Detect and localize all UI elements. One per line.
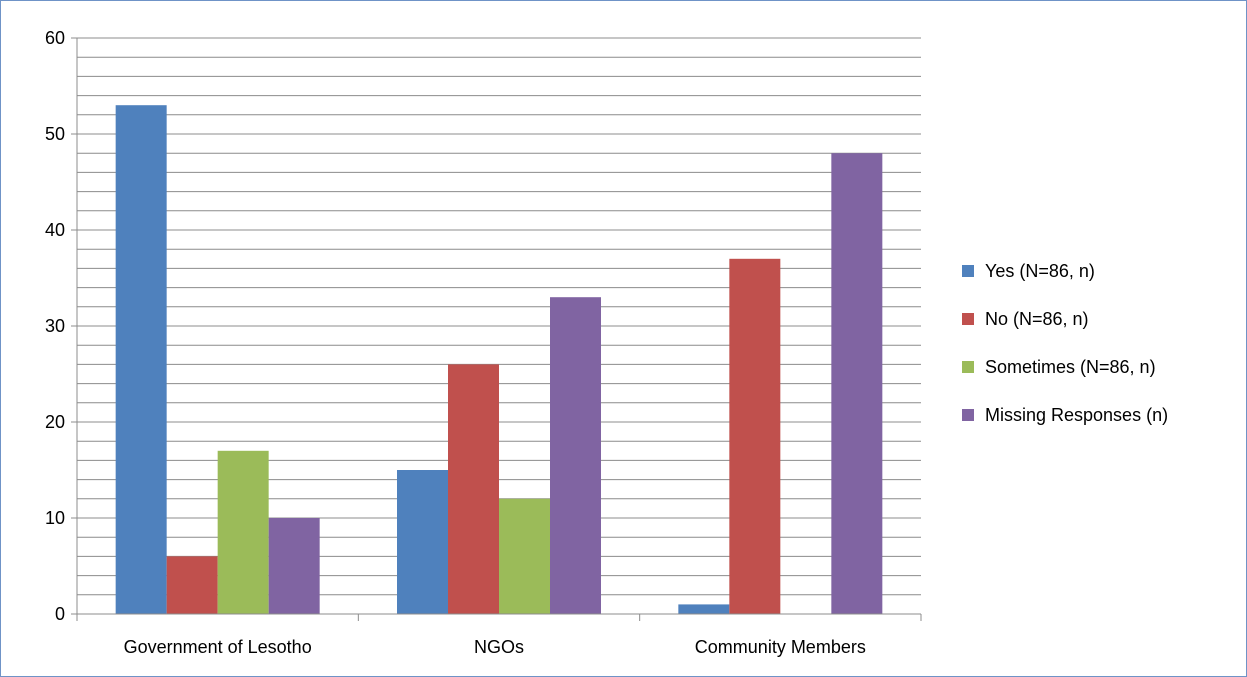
legend-label: No (N=86, n) (985, 309, 1089, 329)
bar-4-3 (831, 153, 883, 614)
axes (71, 37, 922, 621)
bar-3-1 (217, 450, 269, 614)
y-tick-label: 60 (45, 28, 65, 48)
x-tick-label: NGOs (474, 637, 524, 657)
bar-1-3 (678, 604, 730, 614)
x-tick-label: Government of Lesotho (124, 637, 312, 657)
bar-3-2 (499, 498, 550, 614)
legend-swatch (962, 409, 974, 421)
y-tick-label: 30 (45, 316, 65, 336)
x-tick-labels: Government of Lesotho NGOs Community Membe… (124, 637, 866, 657)
y-tick-label: 20 (45, 412, 65, 432)
bar-4-1 (268, 518, 320, 614)
bars (115, 105, 883, 614)
bar-4-2 (550, 297, 601, 614)
legend-label: Missing Responses (n) (985, 405, 1168, 425)
bar-2-3 (729, 258, 781, 614)
bar-2-2 (448, 364, 499, 614)
y-tick-label: 0 (55, 604, 65, 624)
y-tick-label: 10 (45, 508, 65, 528)
legend-swatch (962, 313, 974, 325)
bar-1-1 (115, 105, 167, 614)
legend-swatch (962, 265, 974, 277)
legend-label: Sometimes (N=86, n) (985, 357, 1156, 377)
y-tick-label: 40 (45, 220, 65, 240)
legend: Yes (N=86, n) No (N=86, n) Sometimes (N=86… (962, 261, 1168, 425)
legend-label: Yes (N=86, n) (985, 261, 1095, 281)
bar-1-2 (397, 470, 448, 614)
y-tick-labels: 0 10 20 30 40 50 60 (45, 28, 65, 624)
y-tick-label: 50 (45, 124, 65, 144)
legend-swatch (962, 361, 974, 373)
bar-2-1 (166, 556, 218, 614)
x-tick-label: Community Members (695, 637, 866, 657)
